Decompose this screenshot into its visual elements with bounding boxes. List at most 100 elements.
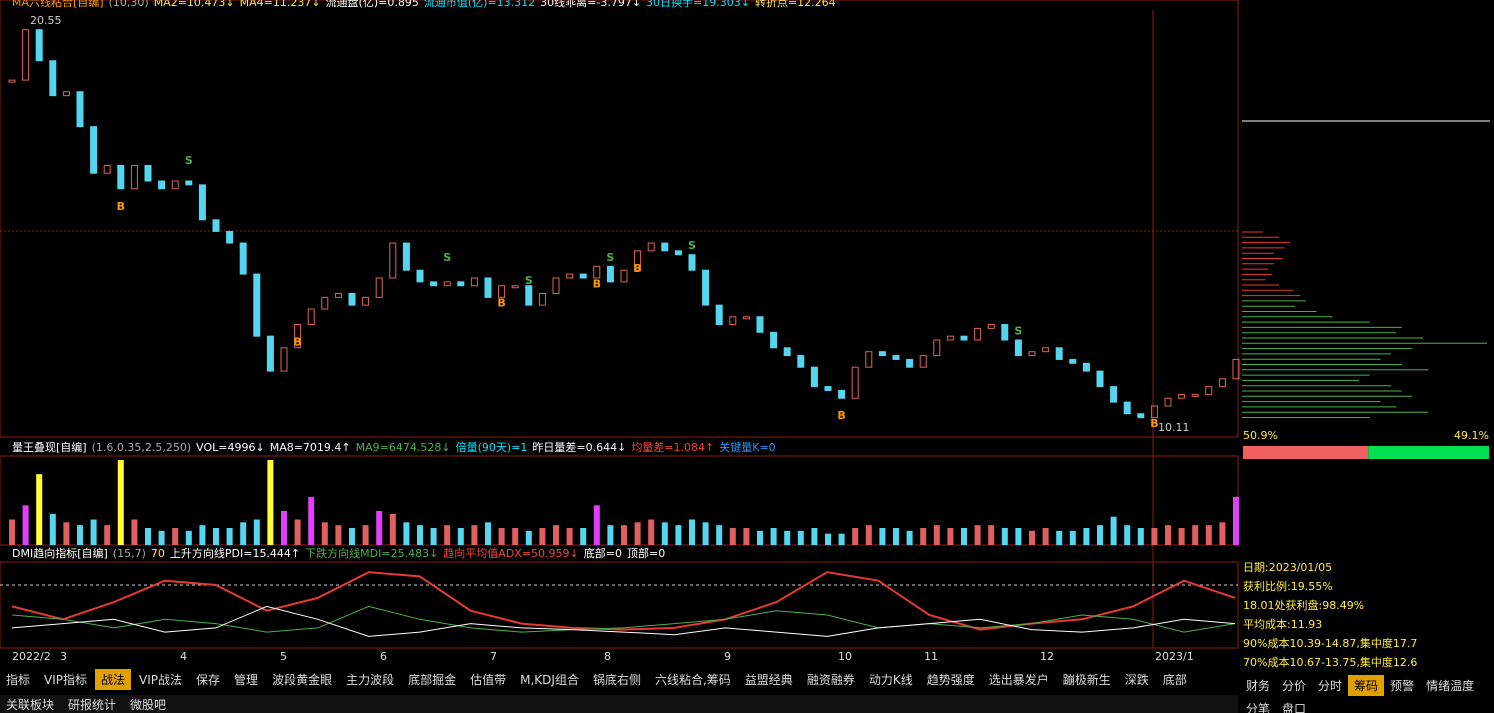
side-tab[interactable]: 分笔 [1246,702,1271,713]
month-label: 9 [724,650,731,663]
toolbar-button[interactable]: 底部掘金 [408,672,457,687]
candle [702,269,710,306]
volume-bar [961,528,967,545]
volume-bar [1165,525,1171,545]
candle [90,126,98,174]
candle [103,164,111,174]
candle [416,269,424,283]
month-label: 4 [180,650,187,663]
chip-info: 获利比例:19.55% [1243,579,1333,593]
indicator-item: DMI趋向指标[自编] [12,546,108,560]
high-label: 20.55 [30,14,62,27]
toolbar-button[interactable]: 选出暴发户 [988,672,1049,687]
toolbar-button[interactable]: 益盟经典 [744,672,793,687]
toolbar-button[interactable]: 六线粘合,筹码 [654,672,731,687]
side-tab[interactable]: 盘口 [1282,702,1307,713]
volume-bar [1178,528,1185,545]
toolbar-button[interactable]: 波段黄金眼 [272,672,333,687]
toolbar-button[interactable]: VIP指标 [44,672,88,687]
chip-info: 平均成本:11.93 [1243,617,1322,631]
indicator-item: 转折点=12.264 [755,0,836,9]
toolbar-button[interactable]: 融资融券 [806,672,855,687]
indicator-header: MA六线粘合[自编] (10,30) MA2=10.473↓ MA4=11.237↓ 流… [12,0,836,9]
toolbar-button[interactable]: 指标 [6,672,31,687]
candle [1055,347,1063,360]
candle [280,347,288,372]
toolbar-button[interactable]: 蹦极新生 [1062,672,1111,687]
candle [253,273,261,337]
candle [1110,386,1118,403]
toolbar-button[interactable]: 动力K线 [868,672,913,687]
candle [1096,370,1104,388]
volume-bar [417,525,423,545]
candle [742,316,750,320]
candle [171,180,179,190]
candle [1232,358,1240,380]
volume-bar [63,522,70,545]
signal-label: B [837,409,845,422]
bottom-tab[interactable]: 研报统计 [68,697,117,712]
candle [661,242,669,252]
volume-bar [321,522,328,545]
volume-bar [920,528,927,545]
bottom-tab[interactable]: 微股吧 [130,697,167,712]
volume-bar [117,460,124,545]
toolbar-button[interactable]: 趋势强度 [926,672,975,687]
indicator-item: MA2=10.473↓ [154,0,235,9]
side-tab[interactable]: 分时 [1318,679,1343,693]
candle [8,79,16,83]
volume-bar [471,525,478,545]
side-tab[interactable]: 筹码 [1348,675,1385,696]
indicator-item: (15,7) [113,547,146,560]
candle [22,29,30,81]
signal-label: S [606,251,614,264]
candle [1123,401,1131,415]
volume-bar [1137,528,1144,545]
volume-bar [498,528,505,545]
toolbar-button[interactable]: 估值带 [470,672,507,687]
candle [321,296,329,310]
volume-bar [1151,528,1158,545]
candle [117,164,125,190]
toolbar-button[interactable]: 管理 [234,672,259,687]
indicator-header: 量王叠现[自编] (1.6,0.35,2.5,250) VOL=4996↓ MA8=7… [12,440,776,454]
toolbar-button[interactable]: VIP战法 [139,672,183,687]
side-tab[interactable]: 预警 [1390,679,1415,693]
volume-bar [1042,528,1049,545]
candle [620,269,628,283]
indicator-item: 倍量(90天)=1 [456,440,528,454]
indicator-item: 底部=0 [584,546,622,560]
toolbar-button[interactable]: 主力波段 [346,672,395,687]
indicator-item: 30线乖离=-3.797↓ [540,0,641,9]
toolbar-button[interactable]: 深跌 [1124,672,1149,687]
volume-bar [485,522,491,545]
candle [974,327,982,341]
month-label: 5 [280,650,287,663]
volume-bar [661,522,668,545]
signal-label: S [443,251,451,264]
toolbar-button[interactable]: 战法 [95,668,132,690]
bottom-tab[interactable]: 关联板块 [6,697,55,712]
signal-label: B [293,336,301,349]
indicator-item: 流通盘(亿)=0.895 [326,0,419,9]
side-tab[interactable]: 分价 [1282,679,1307,693]
signal-label: S [688,239,696,252]
side-tabs-2: 分笔 盘口 [1240,698,1312,713]
candle [1014,339,1022,357]
indicator-item: 30日换手=19.303↓ [646,0,750,9]
volume-bar [770,528,777,545]
toolbar-button[interactable]: 锅底右侧 [592,672,641,687]
volume-bar [757,530,763,545]
volume-bar [213,528,219,545]
toolbar-button[interactable]: M,KDJ组合 [520,672,579,687]
candle [865,351,873,368]
side-tab[interactable]: 财务 [1246,679,1271,693]
side-tab[interactable]: 情绪温度 [1426,679,1475,693]
volume-bar [185,530,192,545]
profit-label: 50.9% [1243,429,1278,442]
candle [470,277,478,287]
toolbar-button[interactable]: 保存 [196,672,221,687]
toolbar-button[interactable]: 底部 [1162,672,1187,687]
candle [443,281,451,287]
candle [375,277,383,298]
